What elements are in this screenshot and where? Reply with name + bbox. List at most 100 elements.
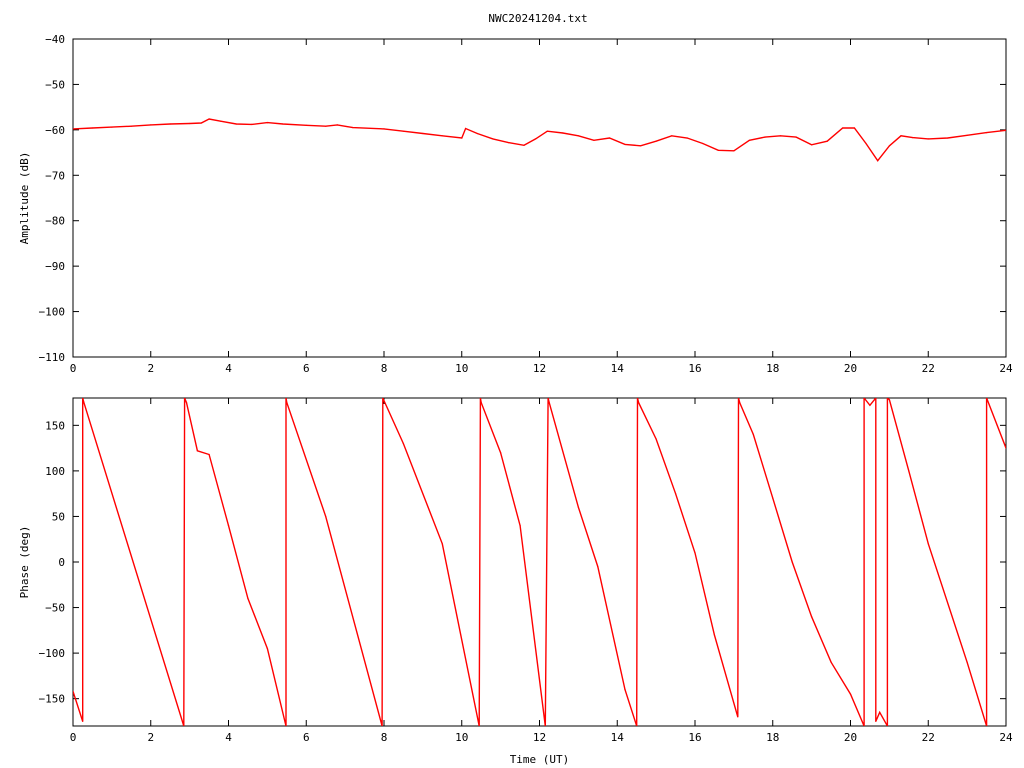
phase-y-tick-label: −150	[39, 693, 66, 706]
phase-data-point	[752, 433, 754, 435]
phase-data-point	[266, 648, 268, 650]
amplitude-data-point	[865, 142, 867, 145]
amplitude-data-point	[169, 123, 171, 125]
amplitude-data-point	[352, 127, 354, 129]
phase-data-point	[863, 398, 865, 399]
amplitude-x-tick-label: 12	[533, 362, 546, 375]
amplitude-data-point	[733, 150, 735, 152]
amplitude-data-point	[235, 123, 237, 125]
amplitude-data-point	[912, 137, 914, 139]
amplitude-data-point	[686, 137, 688, 139]
amplitude-data-point	[200, 122, 202, 124]
amplitude-x-tick-label: 8	[381, 362, 388, 375]
amplitude-y-tick-label: −70	[45, 169, 65, 182]
phase-data-point	[479, 398, 481, 399]
amplitude-data-point	[853, 127, 856, 129]
amplitude-data-point	[535, 138, 537, 140]
amplitude-data-point	[795, 136, 797, 138]
amplitude-x-tick-label: 18	[766, 362, 779, 375]
amplitude-data-point	[492, 138, 494, 140]
phase-data-point	[811, 616, 813, 618]
phase-y-tick-label: −50	[45, 602, 65, 615]
phase-data-point	[694, 552, 696, 554]
amplitude-data-point	[130, 125, 132, 127]
amplitude-data-point	[900, 135, 902, 137]
amplitude-x-tick-label: 6	[303, 362, 310, 375]
amplitude-data-point	[546, 130, 548, 132]
amplitude-data-point	[811, 144, 813, 146]
phase-data-point	[597, 566, 599, 568]
phase-x-tick-label: 10	[455, 731, 468, 744]
phase-y-tick-label: 150	[45, 419, 65, 432]
amplitude-data-point	[402, 130, 404, 132]
phase-data-point	[73, 690, 74, 692]
amplitude-data-point	[507, 142, 509, 144]
phase-data-point	[879, 711, 881, 713]
phase-x-tick-label: 4	[225, 731, 232, 744]
phase-data-point	[739, 402, 741, 404]
amplitude-data-point	[111, 126, 113, 128]
phase-data-point	[402, 443, 404, 445]
phase-data-point	[869, 404, 871, 406]
amplitude-x-tick-label: 4	[225, 362, 232, 375]
amplitude-data-point	[577, 135, 580, 137]
amplitude-x-tick-label: 24	[999, 362, 1013, 375]
phase-data-point	[927, 543, 929, 545]
amplitude-x-tick-label: 20	[844, 362, 857, 375]
amplitude-data-point	[266, 122, 268, 124]
phase-data-point	[886, 725, 888, 726]
amplitude-y-tick-label: −40	[45, 33, 65, 46]
amplitude-x-tick-label: 16	[688, 362, 701, 375]
amplitude-data-point	[73, 128, 74, 130]
phase-x-tick-label: 16	[688, 731, 701, 744]
amplitude-data-point	[220, 120, 222, 122]
phase-data-point	[636, 725, 638, 726]
phase-series-line	[73, 398, 1006, 726]
phase-data-point	[325, 515, 327, 518]
phase-data-point	[83, 402, 85, 404]
phase-data-point	[1005, 447, 1006, 449]
phase-data-point	[986, 398, 988, 399]
phase-x-tick-label: 0	[70, 731, 77, 744]
phase-y-tick-label: −100	[39, 647, 66, 660]
amplitude-x-tick-label: 22	[922, 362, 935, 375]
phase-data-point	[500, 452, 502, 454]
amplitude-data-point	[764, 136, 766, 138]
phase-data-point	[285, 398, 287, 399]
phase-data-point	[888, 399, 891, 401]
amplitude-data-point	[441, 135, 443, 137]
amplitude-y-tick-label: −50	[45, 78, 65, 91]
phase-data-point	[286, 402, 288, 404]
phase-data-point	[196, 450, 198, 452]
phase-data-point	[227, 525, 230, 527]
amplitude-data-point	[208, 118, 210, 120]
amplitude-data-point	[1005, 129, 1006, 131]
amplitude-data-point	[947, 137, 949, 139]
amplitude-data-point	[383, 128, 385, 130]
amplitude-data-point	[150, 124, 152, 126]
amplitude-data-point	[422, 132, 424, 135]
amplitude-data-point	[640, 145, 642, 147]
amplitude-data-point	[476, 132, 478, 135]
amplitude-data-point	[251, 123, 253, 125]
phase-data-point	[830, 661, 832, 663]
amplitude-data-point	[877, 160, 879, 162]
phase-data-point	[875, 720, 877, 723]
phase-data-point	[184, 398, 186, 399]
amplitude-data-point	[927, 138, 929, 140]
amplitude-x-tick-label: 10	[455, 362, 468, 375]
phase-data-point	[247, 597, 249, 600]
amplitude-data-point	[986, 132, 988, 134]
amplitude-data-point	[523, 144, 525, 146]
phase-data-point	[82, 398, 84, 399]
phase-data-point	[713, 634, 716, 636]
phase-data-point	[638, 402, 640, 404]
phase-data-point	[547, 398, 549, 399]
amplitude-panel: 0 2 4 6 8 10 12 14 16 18 20 22 24−40−50−60−70−80−90−…	[18, 33, 1013, 375]
phase-data-point	[285, 725, 287, 726]
amplitude-data-point	[702, 142, 704, 145]
phase-x-axis-label: Time (UT)	[510, 753, 570, 766]
phase-x-tick-label: 2	[147, 731, 154, 744]
phase-x-tick-label: 8	[381, 731, 388, 744]
